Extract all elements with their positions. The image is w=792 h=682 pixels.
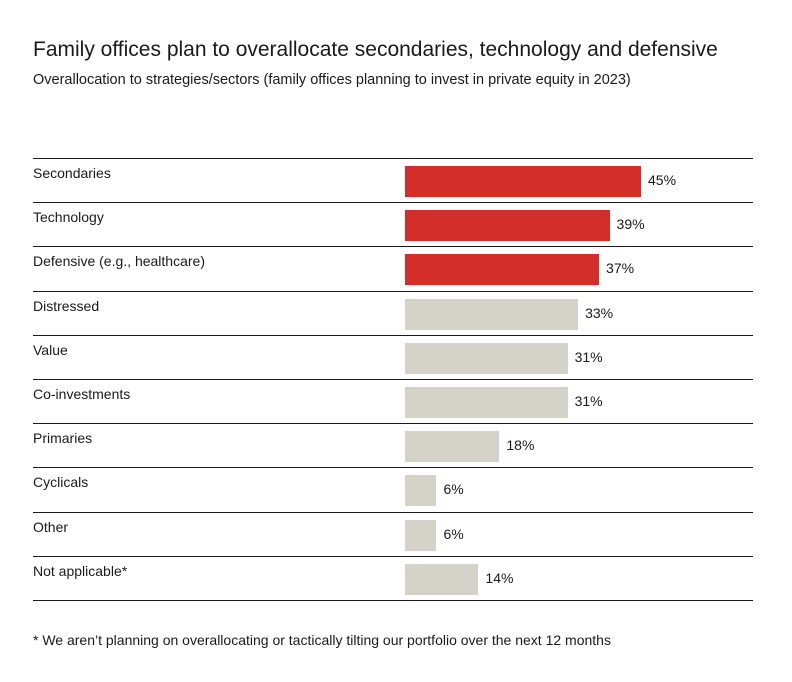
chart-row: Distressed 33% [33, 290, 753, 335]
bar-value-label: 33% [585, 304, 614, 321]
category-label: Other [33, 518, 69, 535]
bar-value-label: 6% [443, 525, 464, 542]
bar [405, 166, 641, 197]
chart-subtitle: Overallocation to strategies/sectors (fa… [33, 72, 631, 88]
bar [405, 431, 500, 463]
chart-row: Secondaries 45% [33, 158, 753, 202]
chart-row: Defensive (e.g., healthcare) 37% [33, 246, 753, 290]
chart-row: Other 6% [33, 511, 753, 556]
bar [405, 519, 437, 551]
category-label: Distressed [33, 297, 100, 314]
chart-row: Primaries 18% [33, 423, 753, 467]
category-label: Value [33, 341, 68, 358]
bar-value-label: 37% [606, 260, 635, 277]
category-label: Primaries [33, 430, 93, 447]
category-label: Co-investments [33, 385, 131, 402]
category-label: Secondaries [33, 165, 111, 181]
category-label: Not applicable* [33, 562, 128, 579]
bar-value-label: 6% [443, 481, 464, 498]
chart-row: Not applicable* 14% [33, 555, 753, 601]
bar-value-label: 14% [485, 569, 514, 586]
bar-chart: Secondaries 45% Technology 39% Defensive (e.… [33, 158, 753, 601]
category-label: Technology [33, 209, 104, 226]
bar [405, 298, 579, 330]
bar [405, 475, 437, 507]
bar-value-label: 18% [506, 437, 535, 454]
bar-value-label: 45% [648, 172, 677, 188]
bar-value-label: 31% [574, 348, 603, 365]
bar [405, 563, 479, 595]
bar [405, 254, 600, 286]
category-label: Cyclicals [33, 474, 89, 491]
chart-title: Family offices plan to overallocate seco… [33, 38, 718, 61]
bar-value-label: 39% [616, 216, 645, 233]
bar-value-label: 31% [574, 392, 603, 409]
chart-row: Cyclicals 6% [33, 467, 753, 511]
category-label: Defensive (e.g., healthcare) [33, 253, 205, 270]
bar [405, 210, 610, 242]
footnote: * We aren’t planning on overallocating o… [33, 632, 611, 648]
chart-row: Technology 39% [33, 202, 753, 246]
bar [405, 342, 568, 374]
bar [405, 386, 568, 418]
chart-row: Value 31% [33, 334, 753, 379]
chart-row: Co-investments 31% [33, 378, 753, 423]
